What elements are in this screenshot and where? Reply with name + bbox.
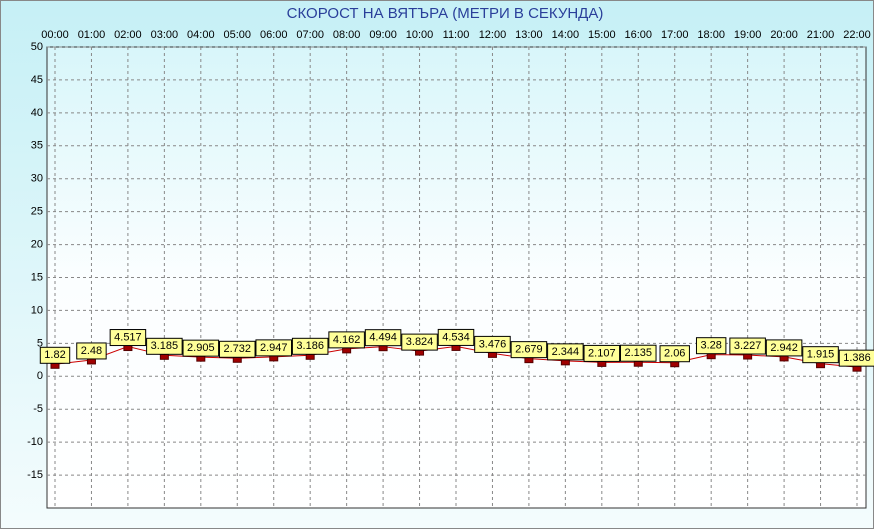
data-label-box bbox=[255, 339, 292, 357]
x-tick-label: 12:00 bbox=[479, 29, 507, 41]
data-label-box bbox=[765, 339, 803, 357]
x-tick-label: 05:00 bbox=[224, 29, 252, 41]
data-label-box bbox=[146, 337, 183, 355]
data-label: 4.494 bbox=[369, 332, 397, 344]
x-tick-label: 14:00 bbox=[552, 29, 580, 41]
data-label-box bbox=[39, 346, 71, 364]
y-tick-label: 50 bbox=[31, 41, 43, 53]
x-tick-label: 16:00 bbox=[625, 29, 653, 41]
x-tick-label: 01:00 bbox=[78, 29, 106, 41]
x-tick-label: 13:00 bbox=[515, 29, 543, 41]
data-label-box bbox=[838, 349, 874, 367]
data-label: 1.915 bbox=[807, 349, 835, 361]
x-tick-label: 22:00 bbox=[843, 29, 871, 41]
data-label-box bbox=[364, 329, 402, 347]
data-label: 2.344 bbox=[552, 346, 580, 358]
data-label: 1.386 bbox=[843, 352, 871, 364]
data-label: 2.947 bbox=[260, 342, 288, 354]
y-tick-label: -15 bbox=[27, 469, 43, 481]
y-tick-label: 15 bbox=[31, 271, 43, 283]
y-tick-label: -10 bbox=[27, 436, 43, 448]
data-label-box bbox=[219, 340, 256, 358]
y-tick-label: 40 bbox=[31, 107, 43, 119]
data-label: 3.186 bbox=[296, 340, 324, 352]
y-tick-label: 45 bbox=[31, 74, 43, 86]
y-tick-label: 0 bbox=[37, 370, 43, 382]
data-label-box bbox=[695, 337, 727, 355]
data-label: 4.162 bbox=[333, 334, 361, 346]
x-tick-label: 06:00 bbox=[260, 29, 288, 41]
data-label-box bbox=[437, 328, 475, 346]
data-label: 3.476 bbox=[479, 338, 507, 350]
data-label-box bbox=[109, 329, 147, 347]
y-tick-label: 5 bbox=[37, 337, 43, 349]
data-label: 3.28 bbox=[700, 340, 721, 352]
x-tick-label: 21:00 bbox=[807, 29, 835, 41]
data-label: 2.107 bbox=[588, 347, 616, 359]
data-label: 2.48 bbox=[81, 345, 102, 357]
data-label-box bbox=[182, 339, 220, 357]
x-tick-label: 07:00 bbox=[296, 29, 324, 41]
x-tick-label: 02:00 bbox=[114, 29, 142, 41]
data-label-box bbox=[729, 337, 766, 355]
data-label-box bbox=[802, 346, 839, 364]
data-label-box bbox=[547, 343, 584, 361]
x-tick-label: 18:00 bbox=[697, 29, 725, 41]
chart-title: СКОРОСТ НА ВЯТЪРА (МЕТРИ В СЕКУНДА) bbox=[287, 5, 604, 22]
data-label: 2.06 bbox=[664, 348, 685, 360]
x-tick-label: 03:00 bbox=[151, 29, 179, 41]
x-tick-label: 10:00 bbox=[406, 29, 434, 41]
data-label-box bbox=[328, 331, 365, 349]
data-label: 2.135 bbox=[625, 347, 653, 359]
x-tick-label: 00:00 bbox=[41, 29, 69, 41]
data-label: 2.679 bbox=[515, 344, 543, 356]
data-label: 3.185 bbox=[151, 340, 179, 352]
y-tick-label: 10 bbox=[31, 304, 43, 316]
x-tick-label: 15:00 bbox=[588, 29, 616, 41]
y-tick-label: 35 bbox=[31, 140, 43, 152]
data-label-box bbox=[659, 345, 690, 363]
data-label-box bbox=[474, 335, 511, 353]
y-tick-label: -5 bbox=[33, 403, 43, 415]
data-label: 4.534 bbox=[442, 331, 470, 343]
y-tick-label: 25 bbox=[31, 206, 43, 218]
data-label-box bbox=[583, 344, 621, 362]
data-label-box bbox=[291, 337, 329, 355]
data-label-box bbox=[510, 341, 548, 359]
x-tick-label: 19:00 bbox=[734, 29, 762, 41]
data-label: 3.824 bbox=[406, 336, 434, 348]
x-tick-label: 09:00 bbox=[369, 29, 397, 41]
data-label: 3.227 bbox=[734, 340, 762, 352]
x-tick-label: 04:00 bbox=[187, 29, 215, 41]
data-label: 1.82 bbox=[44, 349, 65, 361]
y-tick-label: 20 bbox=[31, 238, 43, 250]
data-label-box bbox=[620, 344, 657, 362]
x-tick-label: 20:00 bbox=[770, 29, 798, 41]
data-label: 2.732 bbox=[224, 343, 252, 355]
data-label-box bbox=[401, 333, 438, 351]
x-tick-label: 11:00 bbox=[443, 29, 470, 41]
data-label: 4.517 bbox=[114, 331, 142, 343]
x-tick-label: 17:00 bbox=[661, 29, 689, 41]
y-tick-label: 30 bbox=[31, 173, 43, 185]
x-tick-label: 08:00 bbox=[333, 29, 361, 41]
data-label: 2.942 bbox=[770, 342, 798, 354]
data-label-box bbox=[76, 342, 107, 360]
data-label: 2.905 bbox=[187, 342, 215, 354]
